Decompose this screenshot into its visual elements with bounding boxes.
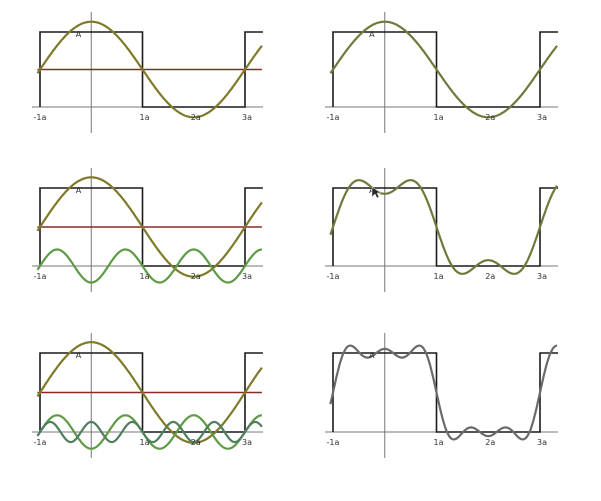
cursor-arrow-icon bbox=[371, 186, 382, 199]
x-tick-label: 1a bbox=[434, 113, 444, 122]
panel-1-2: A -1a 1a 2a 3a bbox=[325, 12, 559, 133]
x-tick-label: 1a bbox=[140, 272, 150, 281]
panel-3-1: A -1a 1a 2a 3a bbox=[32, 333, 263, 458]
x-tick-label: 2a bbox=[485, 438, 495, 447]
amplitude-label: A bbox=[76, 351, 82, 360]
x-tick-label: -1a bbox=[327, 113, 340, 122]
third-harmonic-curve bbox=[36, 248, 263, 284]
partial-sum-curve bbox=[329, 20, 558, 119]
x-tick-label: 2a bbox=[191, 113, 201, 122]
x-tick-label: 3a bbox=[242, 438, 252, 447]
x-tick-label: -1a bbox=[34, 113, 47, 122]
x-tick-label: -1a bbox=[34, 272, 47, 281]
x-tick-label: -1a bbox=[327, 438, 340, 447]
x-tick-label: 3a bbox=[537, 113, 547, 122]
x-tick-label: 2a bbox=[191, 272, 201, 281]
x-tick-label: -1a bbox=[34, 438, 47, 447]
square-wave bbox=[332, 31, 559, 108]
x-tick-label: 1a bbox=[434, 438, 444, 447]
fundamental-curve bbox=[36, 341, 263, 444]
x-tick-label: 1a bbox=[434, 272, 444, 281]
amplitude-label: A bbox=[76, 30, 82, 39]
partial-sum-curve bbox=[329, 344, 558, 441]
panel-2-1: A -1a 1a 2a 3a bbox=[32, 168, 263, 292]
fifth-harmonic-curve bbox=[36, 420, 263, 444]
x-tick-label: 1a bbox=[140, 113, 150, 122]
fundamental-curve bbox=[36, 20, 263, 119]
panel-1-1: A -1a 1a 2a 3a bbox=[32, 12, 263, 133]
x-tick-label: 3a bbox=[242, 272, 252, 281]
x-tick-label: -1a bbox=[327, 272, 340, 281]
square-wave bbox=[332, 352, 559, 433]
amplitude-label: A bbox=[76, 186, 82, 195]
x-tick-label: 3a bbox=[537, 438, 547, 447]
fundamental-curve bbox=[36, 176, 263, 278]
partial-sum-curve bbox=[329, 179, 558, 275]
x-tick-label: 3a bbox=[537, 272, 547, 281]
amplitude-label: A bbox=[369, 351, 375, 360]
square-wave bbox=[39, 31, 263, 108]
x-tick-label: 1a bbox=[140, 438, 150, 447]
x-tick-label: 2a bbox=[485, 113, 495, 122]
amplitude-label: A bbox=[369, 30, 375, 39]
x-tick-label: 2a bbox=[485, 272, 495, 281]
panel-3-2: A -1a 1a 2a 3a bbox=[325, 333, 559, 458]
x-tick-label: 3a bbox=[242, 113, 252, 122]
square-wave bbox=[332, 187, 559, 267]
x-tick-label: 2a bbox=[191, 438, 201, 447]
